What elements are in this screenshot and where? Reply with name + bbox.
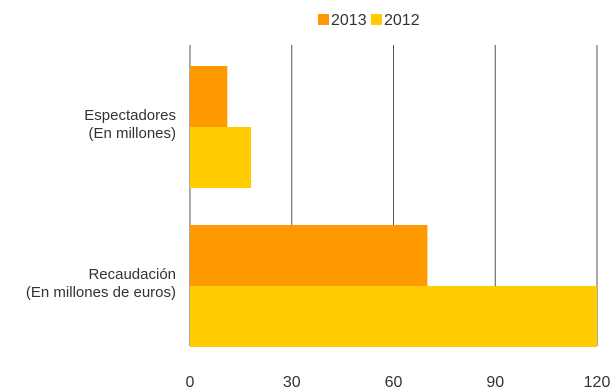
bar-2013-2	[190, 225, 428, 286]
legend-label-2012: 2012	[384, 12, 420, 29]
bar-2012-1	[190, 127, 252, 188]
category-label-line: Espectadores	[84, 107, 176, 124]
x-tick-label-90: 90	[486, 374, 504, 391]
x-tick-label-60: 60	[385, 374, 403, 391]
category-label-line: Recaudación	[88, 266, 176, 283]
legend-swatch-2013	[318, 14, 329, 25]
chart-bars	[190, 66, 597, 347]
category-label-2: Recaudación (En millones de euros)	[26, 266, 176, 301]
chart-legend: 2013 2012	[318, 12, 420, 29]
legend-label-2013: 2013	[331, 12, 367, 29]
x-tick-label-0: 0	[186, 374, 195, 391]
bar-2012-2	[190, 286, 597, 347]
x-axis-ticks: 0 30 60 90 120	[186, 374, 611, 391]
category-label-line: (En millones)	[88, 125, 176, 142]
category-labels: Espectadores (En millones)Recaudación (En …	[26, 107, 176, 301]
category-label-line: (En millones de euros)	[26, 284, 176, 301]
legend-swatch-2012	[371, 14, 382, 25]
x-tick-label-30: 30	[283, 374, 301, 391]
bar-2013-1	[190, 66, 228, 127]
category-label-1: Espectadores (En millones)	[84, 107, 176, 142]
x-tick-label-120: 120	[584, 374, 611, 391]
